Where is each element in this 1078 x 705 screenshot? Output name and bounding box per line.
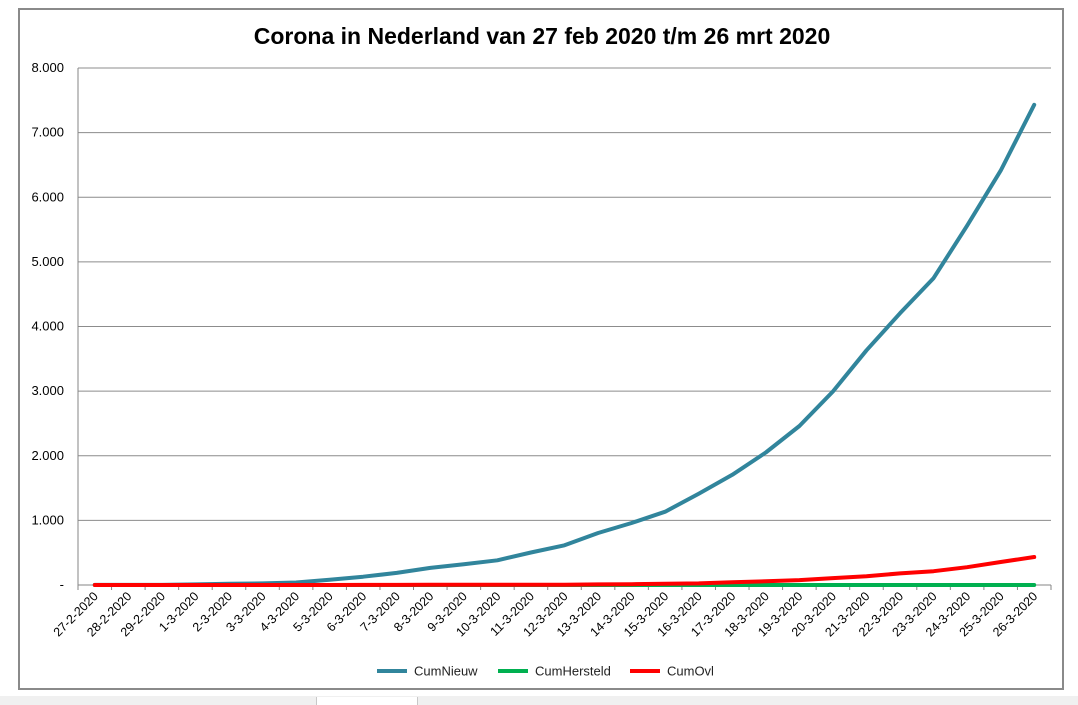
x-axis-ticks: 27-2-202028-2-202029-2-20201-3-20202-3-2…	[51, 585, 1052, 639]
legend-label-cumovl: CumOvl	[667, 664, 714, 679]
gridlines	[77, 67, 1051, 586]
legend-label-cumhersteld: CumHersteld	[535, 664, 611, 679]
series-line-cumnieuw	[92, 102, 1037, 587]
y-tick-label: 3.000	[31, 383, 64, 398]
legend: CumNieuw CumHersteld CumOvl	[377, 664, 714, 679]
chart-title: Corona in Nederland van 27 feb 2020 t/m …	[254, 23, 831, 49]
y-tick-label: -	[60, 577, 64, 592]
y-tick-label: 6.000	[31, 189, 64, 204]
legend-label-cumnieuw: CumNieuw	[414, 664, 478, 679]
series-line-cumovl	[92, 555, 1037, 587]
y-tick-label: 8.000	[31, 60, 64, 75]
y-tick-label: 2.000	[31, 448, 64, 463]
y-tick-label: 7.000	[31, 125, 64, 140]
series-lines	[92, 102, 1037, 587]
chart-frame	[18, 8, 1064, 690]
y-tick-label: 4.000	[31, 319, 64, 334]
y-tick-label: 1.000	[31, 512, 64, 527]
y-tick-label: 5.000	[31, 254, 64, 269]
sheet-tab-strip	[0, 696, 1078, 705]
sheet-tab[interactable]	[316, 697, 418, 705]
y-axis-ticks: - 1.000 2.000 3.000 4.000 5.000 6.000 7.000 8.00…	[31, 60, 64, 592]
